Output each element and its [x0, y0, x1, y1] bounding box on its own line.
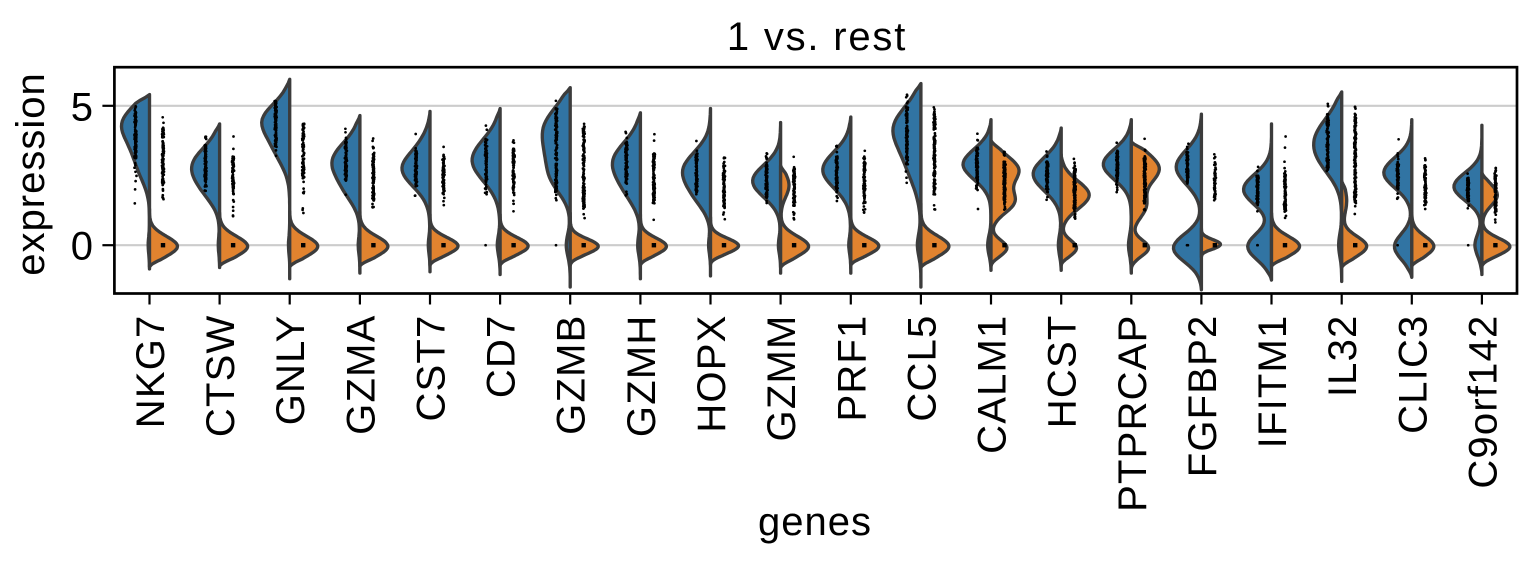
svg-text:C9orf142: C9orf142: [1461, 315, 1505, 489]
svg-text:HOPX: HOPX: [690, 315, 734, 433]
svg-text:CD7: CD7: [480, 315, 524, 399]
svg-text:5: 5: [71, 85, 93, 129]
svg-text:CST7: CST7: [410, 315, 454, 422]
svg-text:IL32: IL32: [1321, 315, 1365, 398]
svg-text:0: 0: [71, 225, 93, 269]
svg-text:NKG7: NKG7: [129, 315, 173, 429]
svg-text:HCST: HCST: [1041, 315, 1085, 429]
svg-text:GZMA: GZMA: [339, 315, 383, 435]
svg-text:IFITM1: IFITM1: [1251, 315, 1295, 449]
svg-text:PRF1: PRF1: [830, 315, 874, 422]
svg-text:genes: genes: [758, 500, 872, 544]
svg-text:CALM1: CALM1: [971, 315, 1015, 454]
svg-text:expression: expression: [9, 72, 53, 275]
svg-text:GZMB: GZMB: [550, 315, 594, 435]
svg-text:GNLY: GNLY: [269, 315, 313, 426]
svg-text:FGFBP2: FGFBP2: [1181, 315, 1225, 478]
svg-text:GZMM: GZMM: [760, 315, 804, 442]
svg-text:CTSW: CTSW: [199, 315, 243, 438]
svg-text:GZMH: GZMH: [620, 315, 664, 438]
svg-text:PTPRCAP: PTPRCAP: [1111, 315, 1155, 512]
svg-text:CCL5: CCL5: [900, 315, 944, 422]
svg-text:1 vs. rest: 1 vs. rest: [727, 15, 907, 59]
svg-text:CLIC3: CLIC3: [1391, 315, 1435, 434]
